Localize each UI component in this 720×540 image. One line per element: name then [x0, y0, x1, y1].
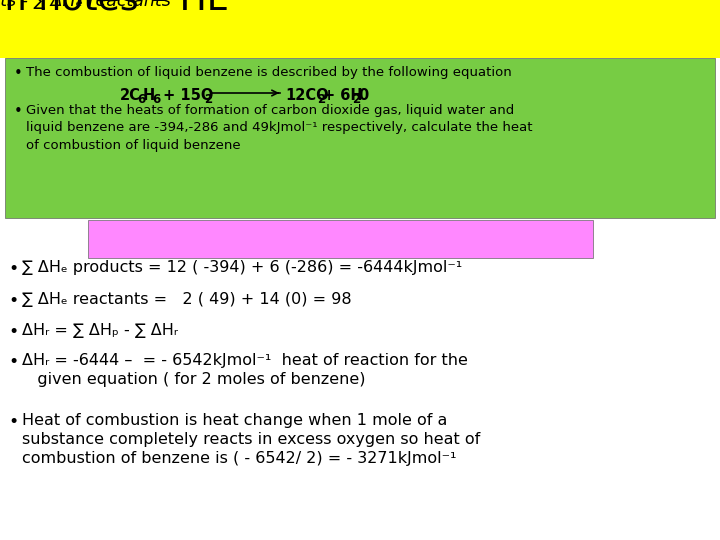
Text: •: • — [8, 260, 18, 278]
Bar — [5, 58, 715, 218]
Text: Heat of combustion is heat change when 1 mole of a
substance completely reacts i: Heat of combustion is heat change when 1… — [22, 413, 480, 467]
Text: The combustion of liquid benzene is described by the following equation: The combustion of liquid benzene is desc… — [26, 66, 512, 79]
Text: 0: 0 — [358, 88, 368, 103]
Bar — [88, 220, 593, 258]
Text: + 6H: + 6H — [323, 88, 363, 103]
Text: ΔHᵣ = ∑ ΔHₚ - ∑ ΔHᵣ: ΔHᵣ = ∑ ΔHₚ - ∑ ΔHᵣ — [22, 323, 178, 338]
Text: •: • — [8, 413, 18, 431]
Text: 12CO: 12CO — [285, 88, 328, 103]
Text: ∑ ΔHₑ reactants =   2 ( 49) + 14 (0) = 98: ∑ ΔHₑ reactants = 2 ( 49) + 14 (0) = 98 — [22, 292, 351, 307]
Text: •: • — [14, 66, 23, 81]
Text: ∑ ΔHₑ products = 12 ( -394) + 6 (-286) = -6444kJmol⁻¹: ∑ ΔHₑ products = 12 ( -394) + 6 (-286) =… — [22, 260, 462, 275]
Text: 6: 6 — [137, 93, 145, 106]
Bar — [0, 0, 720, 58]
Text: Given that the heats of formation of carbon dioxide gas, liquid water and
liquid: Given that the heats of formation of car… — [26, 104, 533, 152]
Text: •: • — [8, 323, 18, 341]
Text: 2C: 2C — [120, 88, 141, 103]
Text: •: • — [14, 104, 23, 119]
Text: 2: 2 — [352, 93, 360, 106]
Text: + 15O: + 15O — [158, 88, 213, 103]
Text: H: H — [143, 88, 156, 103]
Text: •: • — [8, 353, 18, 371]
Text: 2: 2 — [317, 93, 325, 106]
Text: 2: 2 — [204, 93, 212, 106]
Text: •: • — [8, 292, 18, 310]
Text: Example from notes – HL: Example from notes – HL — [0, 0, 226, 17]
Text: ΔHᵣ = ∑ ΔHₑ products - ∑ ΔHₑ reactants: ΔHᵣ = ∑ ΔHₑ products - ∑ ΔHₑ reactants — [0, 0, 171, 10]
Text: 6: 6 — [152, 93, 161, 106]
Text: ΔHᵣ = -6444 –  = - 6542kJmol⁻¹  heat of reaction for the
   given equation ( for: ΔHᵣ = -6444 – = - 6542kJmol⁻¹ heat of re… — [22, 353, 468, 387]
